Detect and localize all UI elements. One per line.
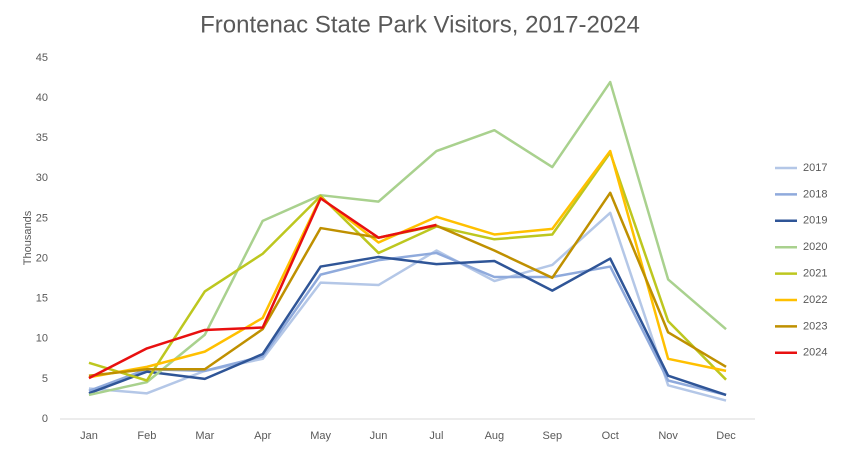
chart-title: Frontenac State Park Visitors, 2017-2024 xyxy=(200,11,640,38)
legend-label: 2022 xyxy=(803,294,827,306)
y-tick-label: 5 xyxy=(42,373,48,385)
x-tick-label: Jan xyxy=(80,430,98,442)
y-tick-label: 40 xyxy=(36,92,48,104)
x-tick-label: Feb xyxy=(137,430,156,442)
y-tick-label: 0 xyxy=(42,413,48,425)
y-tick-label: 45 xyxy=(36,52,48,64)
series-line xyxy=(88,80,727,397)
series-line xyxy=(88,149,727,379)
y-tick-label: 35 xyxy=(36,132,48,144)
x-tick-label: Aug xyxy=(485,430,505,442)
legend-label: 2024 xyxy=(803,347,827,359)
legend-label: 2023 xyxy=(803,320,827,332)
legend-label: 2019 xyxy=(803,215,827,227)
y-tick-label: 30 xyxy=(36,172,48,184)
legend-label: 2017 xyxy=(803,162,827,174)
x-tick-label: Nov xyxy=(658,430,678,442)
series-line xyxy=(88,251,727,397)
x-tick-label: Mar xyxy=(195,430,214,442)
series-line xyxy=(88,255,727,397)
y-axis-label: Thousands xyxy=(22,210,34,265)
x-tick-label: Oct xyxy=(602,430,619,442)
y-tick-label: 10 xyxy=(36,333,48,345)
y-tick-label: 25 xyxy=(36,212,48,224)
x-tick-label: Jun xyxy=(370,430,388,442)
x-tick-label: Dec xyxy=(716,430,736,442)
x-tick-label: Jul xyxy=(429,430,443,442)
legend-label: 2021 xyxy=(803,268,827,280)
x-tick-label: May xyxy=(310,430,331,442)
legend-label: 2020 xyxy=(803,241,827,253)
x-tick-label: Sep xyxy=(543,430,563,442)
x-tick-label: Apr xyxy=(254,430,271,442)
series-line xyxy=(88,151,727,382)
legend-label: 2018 xyxy=(803,188,827,200)
y-tick-label: 15 xyxy=(36,293,48,305)
series-line xyxy=(88,197,437,380)
series-line xyxy=(88,211,727,402)
y-tick-label: 20 xyxy=(36,252,48,264)
